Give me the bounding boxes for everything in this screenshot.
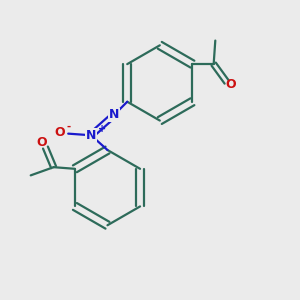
- Text: +: +: [98, 124, 106, 134]
- Text: O: O: [55, 126, 65, 139]
- Text: O: O: [36, 136, 47, 149]
- Text: N: N: [86, 129, 96, 142]
- Text: N: N: [109, 108, 119, 121]
- Text: O: O: [225, 78, 236, 91]
- Text: -: -: [67, 122, 71, 131]
